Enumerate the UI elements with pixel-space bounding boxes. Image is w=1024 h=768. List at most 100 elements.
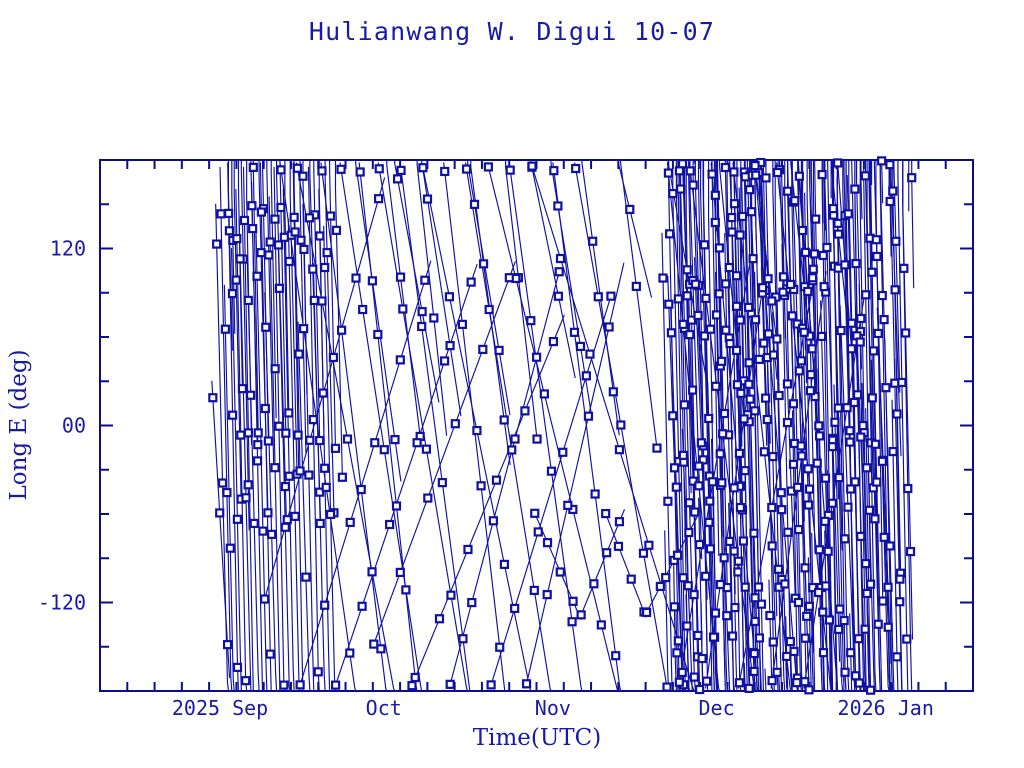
data-series-line <box>762 159 776 692</box>
data-point-marker <box>668 411 678 421</box>
data-point-marker <box>320 262 330 273</box>
data-series-line <box>765 159 778 617</box>
data-point-marker <box>392 174 403 184</box>
data-point-marker <box>856 432 866 442</box>
data-point-marker <box>245 390 256 400</box>
data-series-line <box>604 510 647 618</box>
data-point-marker <box>315 231 325 241</box>
data-point-marker <box>845 426 855 436</box>
data-point-marker <box>679 400 689 410</box>
data-point-marker <box>270 463 280 473</box>
data-point-marker <box>816 331 827 342</box>
data-series-line <box>312 262 326 692</box>
data-point-marker <box>767 676 777 686</box>
data-point-marker <box>724 262 734 273</box>
data-point-marker <box>529 585 539 596</box>
data-point-marker <box>418 163 428 173</box>
data-point-marker <box>602 548 612 558</box>
data-series-line <box>255 233 268 692</box>
data-point-marker <box>744 302 754 312</box>
data-point-marker <box>583 411 594 421</box>
data-series-line <box>233 159 242 500</box>
data-point-marker <box>860 171 871 181</box>
data-point-marker <box>707 169 717 179</box>
data-point-marker <box>814 421 824 431</box>
data-point-marker <box>317 296 327 306</box>
data-point-marker <box>243 428 254 438</box>
data-point-marker <box>833 229 844 239</box>
data-point-marker <box>642 607 652 618</box>
data-point-marker <box>220 324 230 334</box>
data-point-marker <box>395 567 405 578</box>
data-series-line <box>732 162 792 692</box>
data-point-marker <box>367 567 377 577</box>
data-point-marker <box>803 464 813 474</box>
data-point-marker <box>672 648 682 658</box>
data-point-marker <box>328 352 339 363</box>
data-point-marker <box>877 290 887 301</box>
data-point-marker <box>663 496 673 506</box>
data-point-marker <box>530 508 540 518</box>
data-point-marker <box>289 212 299 222</box>
data-point-marker <box>263 436 273 446</box>
data-point-marker <box>676 184 686 194</box>
data-point-marker <box>527 161 537 171</box>
data-point-marker <box>867 393 877 403</box>
data-point-marker <box>870 514 880 524</box>
data-point-marker <box>553 291 564 301</box>
data-point-marker <box>684 498 695 508</box>
data-point-marker <box>526 316 536 326</box>
data-point-marker <box>421 444 431 454</box>
data-point-marker <box>735 315 745 325</box>
data-point-marker <box>814 545 824 555</box>
data-series-line <box>888 651 891 692</box>
data-point-marker <box>814 431 825 441</box>
data-point-marker <box>820 473 831 483</box>
data-point-marker <box>373 194 384 204</box>
data-point-marker <box>295 680 305 690</box>
data-series-line <box>215 203 230 692</box>
data-point-marker <box>800 563 810 573</box>
x-axis-title: Time(UTC) <box>473 725 601 751</box>
data-point-marker <box>840 534 850 544</box>
data-point-marker <box>846 344 857 354</box>
data-point-marker <box>715 449 725 459</box>
data-point-marker <box>719 408 730 419</box>
data-point-marker <box>782 417 793 428</box>
data-point-marker <box>731 301 742 311</box>
data-point-marker <box>720 162 730 173</box>
data-point-marker <box>694 461 704 471</box>
data-point-marker <box>715 579 725 590</box>
data-point-marker <box>711 381 721 391</box>
data-series-line <box>552 162 622 692</box>
data-point-marker <box>759 447 769 457</box>
data-series-line <box>876 307 892 664</box>
data-series-line <box>298 260 432 689</box>
data-point-marker <box>772 334 782 344</box>
data-point-marker <box>664 299 674 309</box>
data-point-marker <box>736 388 746 398</box>
data-point-marker <box>769 350 779 360</box>
y-tick-label: 120 <box>50 237 86 261</box>
data-point-marker <box>417 307 427 317</box>
data-point-marker <box>469 199 480 209</box>
data-point-marker <box>809 249 820 259</box>
data-point-marker <box>581 371 591 381</box>
data-series-line <box>377 162 469 692</box>
data-series-line <box>728 502 735 692</box>
data-point-marker <box>611 651 621 661</box>
data-series-line <box>525 262 625 689</box>
data-point-marker <box>785 637 795 647</box>
data-series-line <box>902 159 913 692</box>
data-point-marker <box>370 438 380 448</box>
data-point-marker <box>532 352 542 362</box>
data-point-marker <box>750 616 760 627</box>
data-series-line <box>530 159 576 379</box>
data-point-marker <box>631 281 641 292</box>
data-point-marker <box>290 227 300 237</box>
data-point-marker <box>673 550 683 560</box>
data-point-marker <box>606 291 616 301</box>
data-point-marker <box>483 162 493 172</box>
data-point-marker <box>445 679 455 689</box>
